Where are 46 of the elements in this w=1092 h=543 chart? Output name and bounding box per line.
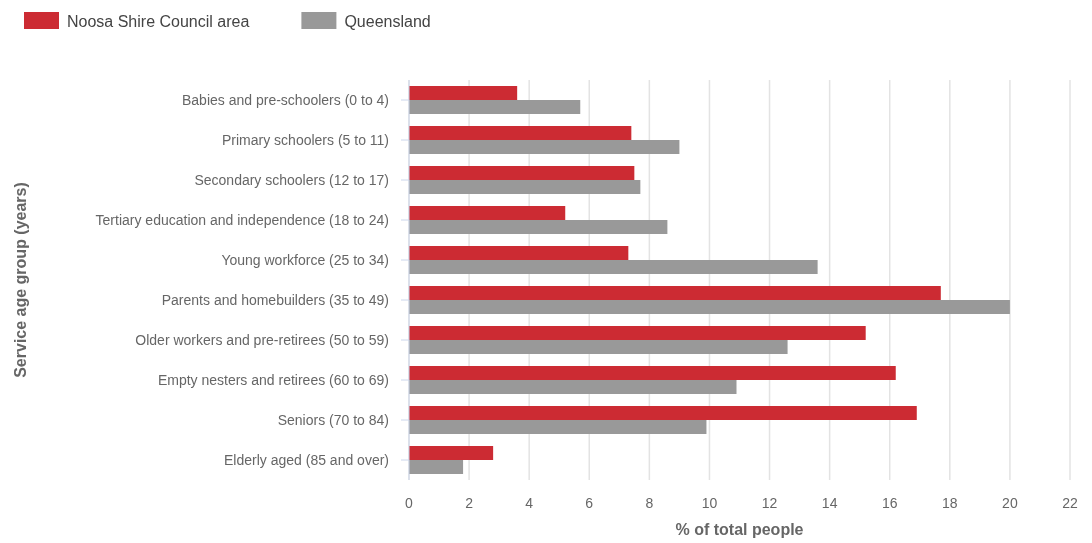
x-tick-label: 12 [761, 495, 778, 511]
x-tick-label: 22 [1062, 495, 1078, 511]
x-tick-label: 20 [1002, 495, 1018, 511]
bar [409, 300, 1010, 314]
bar [409, 406, 917, 420]
y-axis-title: Service age group (years) [12, 182, 29, 378]
y-tick-label: Tertiary education and independence (18 to 24) [95, 211, 389, 228]
x-tick-label: 10 [701, 495, 718, 511]
x-tick-label: 6 [585, 495, 594, 511]
y-tick-label: Primary schoolers (5 to 11) [221, 131, 389, 148]
bar [409, 180, 641, 194]
y-tick-label: Parents and homebuilders (35 to 49) [161, 291, 389, 308]
bar [409, 460, 464, 474]
bar [409, 140, 680, 154]
y-tick-label: Young workforce (25 to 34) [221, 251, 389, 268]
x-tick-label: 8 [645, 495, 654, 511]
bar [409, 366, 896, 380]
y-tick-label: Older workers and pre-retirees (50 to 59) [135, 331, 389, 348]
y-tick-label: Secondary schoolers (12 to 17) [194, 171, 389, 188]
x-tick-label: 4 [525, 495, 534, 511]
bar [409, 380, 737, 394]
bar [409, 326, 866, 340]
bar [409, 220, 668, 234]
bar [409, 446, 494, 460]
x-tick-label: 16 [881, 495, 898, 511]
bar [409, 420, 707, 434]
y-tick-label: Elderly aged (85 and over) [224, 451, 389, 468]
y-tick-label: Babies and pre-schoolers (0 to 4) [182, 91, 389, 108]
x-tick-label: 18 [942, 495, 958, 511]
legend-label: Queensland [344, 12, 431, 30]
y-tick-label: Seniors (70 to 84) [277, 411, 389, 428]
bar [409, 126, 632, 140]
bar [409, 246, 629, 260]
x-axis-title: % of total people [675, 521, 804, 538]
legend-label: Noosa Shire Council area [67, 12, 250, 30]
y-tick-label: Empty nesters and retirees (60 to 69) [157, 371, 389, 388]
x-tick-label: 0 [405, 495, 414, 511]
x-tick-label: 14 [821, 495, 838, 511]
x-tick-label: 2 [465, 495, 474, 511]
bar [409, 86, 518, 100]
bar [409, 340, 788, 354]
bar [409, 166, 635, 180]
bar [409, 286, 941, 300]
bar [409, 206, 566, 220]
bar [409, 100, 581, 114]
bar [409, 260, 818, 274]
